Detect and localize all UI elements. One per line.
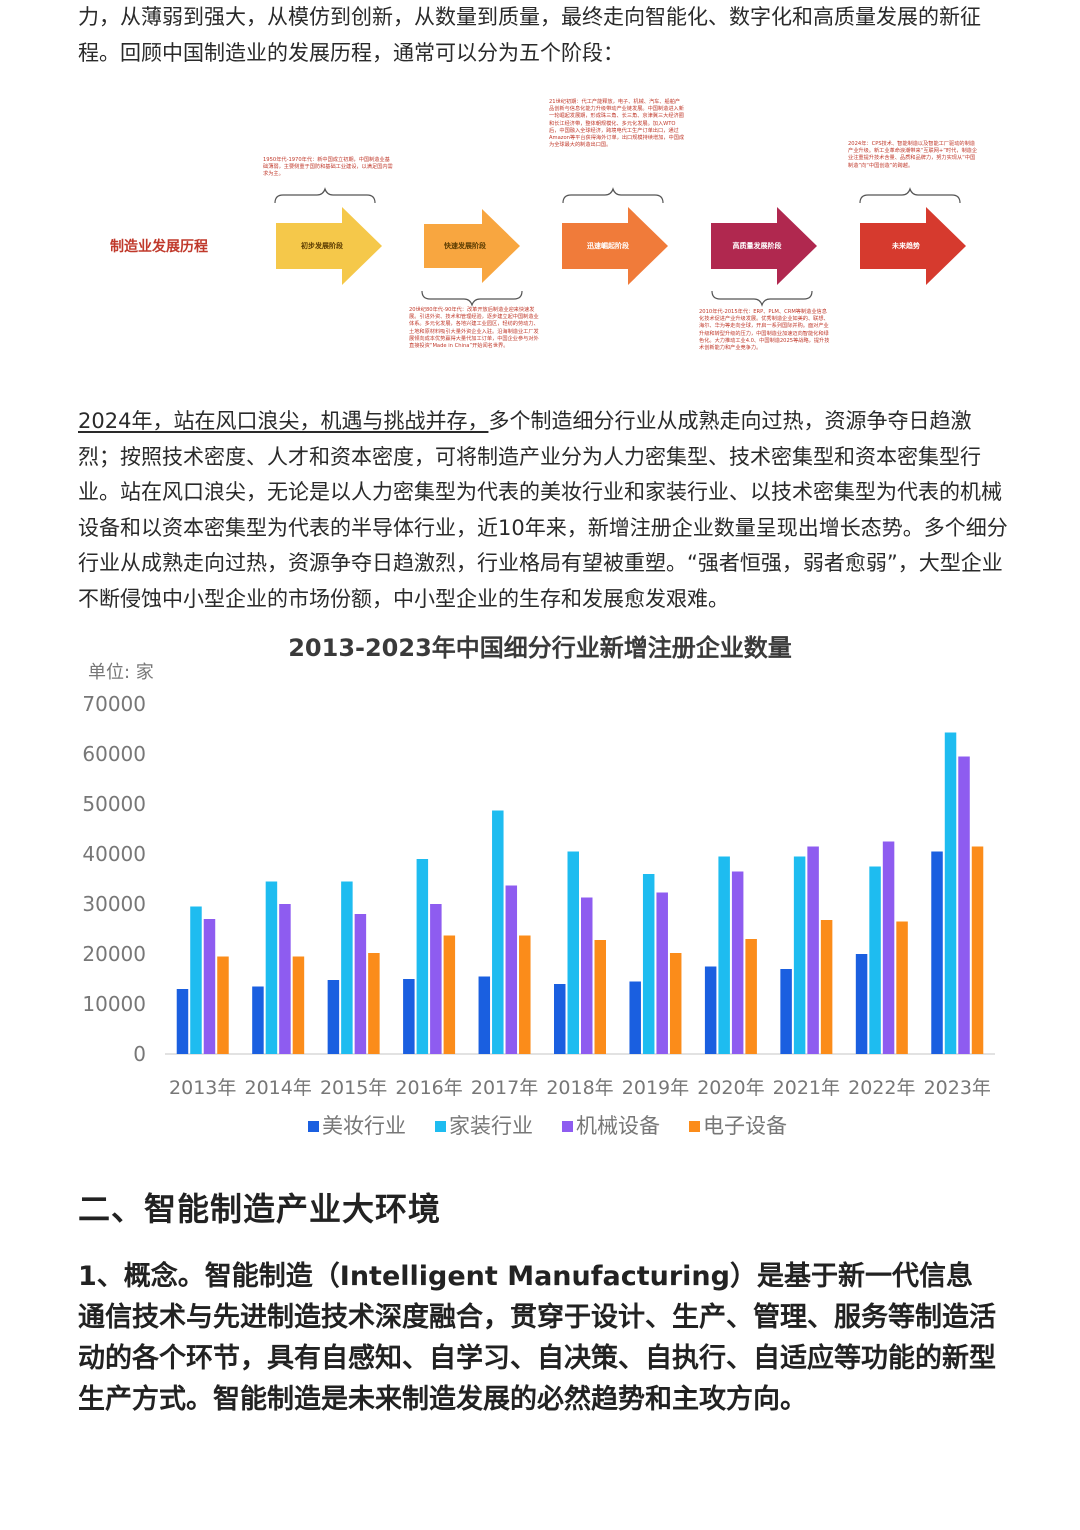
legend-swatch [689,1121,700,1132]
x-tick-label: 2013年 [169,1077,236,1099]
x-tick-label: 2018年 [546,1077,613,1099]
y-tick-label: 60000 [82,742,146,766]
bar [554,984,566,1054]
bar [478,976,491,1054]
bar [958,756,970,1054]
bar [642,874,655,1054]
bar [629,981,641,1054]
stage-label-5: 未来趋势 [892,242,920,250]
legend-swatch [435,1121,446,1132]
bar [745,939,757,1054]
bar [443,935,456,1054]
bar [292,956,305,1054]
stage-arrow-5: 未来趋势 [860,207,966,285]
bar [793,856,806,1054]
bar [820,920,833,1054]
x-tick-label: 2014年 [245,1077,312,1099]
bar [403,979,415,1054]
y-tick-label: 50000 [82,792,146,816]
body-paragraph: 2024年，站在风口浪尖，机遇与挑战并存，多个制造细分行业从成熟走向过热，资源争… [78,404,1008,617]
bar [203,919,216,1054]
y-tick-label: 30000 [82,892,146,916]
bar [368,953,380,1054]
y-tick-label: 70000 [82,692,146,716]
bar [492,810,504,1054]
bar [931,851,943,1054]
bar [354,914,367,1054]
timeline-note-stage-4: 2010年代-2015年代：ERP、PLM、CRM等制造业信息化技术促进产业升级… [699,309,830,352]
timeline-title: 制造业发展历程 [110,239,208,255]
timeline-note-stage-3: 21世纪初期：代工产能释放，电子、机械、汽车、船舶产品创新与信息化能力升级带动产… [549,99,685,149]
bar [265,881,278,1054]
bar [594,940,606,1054]
bar [807,846,819,1054]
bar [581,897,593,1054]
x-tick-label: 2022年 [848,1077,915,1099]
y-tick-label: 10000 [82,992,146,1016]
chart-title: 2013-2023年中国细分行业新增注册企业数量 [288,634,792,662]
bar [718,856,730,1054]
timeline-note-stage-1: 1950年代-1970年代：新中国成立初期，中国制造业基础薄弱，主要侧重于国防和… [263,157,393,178]
x-tick-label: 2021年 [773,1077,840,1099]
legend-label: 美妆行业 [322,1114,406,1138]
body-text: 多个制造细分行业从成熟走向过热，资源争夺日趋激烈；按照技术密度、人才和资本密度，… [78,409,1008,611]
legend-swatch [308,1121,319,1132]
stage-arrow-4: 高质量发展阶段 [711,207,817,285]
timeline-note-stage-5: 2024年：CPS技术、智能制造以及智能工厂驱动的制造产业升级。新工业革命浪潮带… [848,141,978,169]
x-tick-label: 2017年 [471,1077,538,1099]
bar [656,892,668,1054]
x-tick-label: 2020年 [697,1077,764,1099]
bar [855,954,868,1054]
legend-label: 机械设备 [576,1114,660,1138]
bar [519,935,531,1054]
bar [430,904,442,1054]
timeline-note-stage-2: 20世纪80年代-90年代：改革开放后制造业迎来快速发展。引进外资、技术和管理经… [409,307,539,350]
legend-label: 家装行业 [449,1114,533,1138]
legend-swatch [562,1121,573,1132]
concept-paragraph: 1、概念。智能制造（Intelligent Manufacturing）是基于新… [78,1261,996,1415]
bar [869,866,881,1054]
stage-arrow-2: 快速发展阶段 [424,209,520,283]
timeline-braces [274,187,961,307]
body-highlight: 2024年，站在风口浪尖，机遇与挑战并存， [78,409,489,433]
y-tick-label: 40000 [82,842,146,866]
stage-label-4: 高质量发展阶段 [732,242,782,250]
bar [882,841,895,1054]
x-tick-label: 2019年 [622,1077,689,1099]
bar [780,969,792,1054]
manufacturing-timeline-infographic: 制造业发展历程 1950年代-1970年代：新中国成立初期，中国制造业基础薄弱，… [100,95,980,385]
y-tick-label: 20000 [82,942,146,966]
x-tick-label: 2015年 [320,1077,387,1099]
bar [704,966,717,1054]
bar [190,906,202,1054]
bar [731,871,744,1054]
bar [341,881,353,1054]
stage-label-3: 迅速崛起阶段 [587,242,629,250]
bar [567,851,579,1054]
x-tick-label: 2023年 [924,1077,991,1099]
intro-paragraph: 力，从薄弱到强大，从模仿到创新，从数量到质量，最终走向智能化、数字化和高质量发展… [78,5,981,65]
bar [176,989,189,1054]
chart-unit-label: 单位: 家 [88,662,154,683]
bar [279,904,291,1054]
bar [416,859,429,1054]
bar [971,846,984,1054]
y-tick-label: 0 [133,1042,146,1066]
stage-arrow-3: 迅速崛起阶段 [562,207,668,285]
bar [944,732,957,1054]
stage-label-2: 快速发展阶段 [444,242,486,250]
bar [896,921,908,1054]
x-tick-label: 2016年 [395,1077,462,1099]
section-heading: 二、智能制造产业大环境 [78,1190,442,1228]
stage-arrow-1: 初步发展阶段 [276,207,382,285]
bar [669,953,682,1054]
stage-label-1: 初步发展阶段 [301,242,343,250]
legend-label: 电子设备 [703,1114,787,1138]
bar [217,956,229,1054]
bar [327,980,340,1054]
bar [252,986,264,1054]
bar [505,885,518,1054]
